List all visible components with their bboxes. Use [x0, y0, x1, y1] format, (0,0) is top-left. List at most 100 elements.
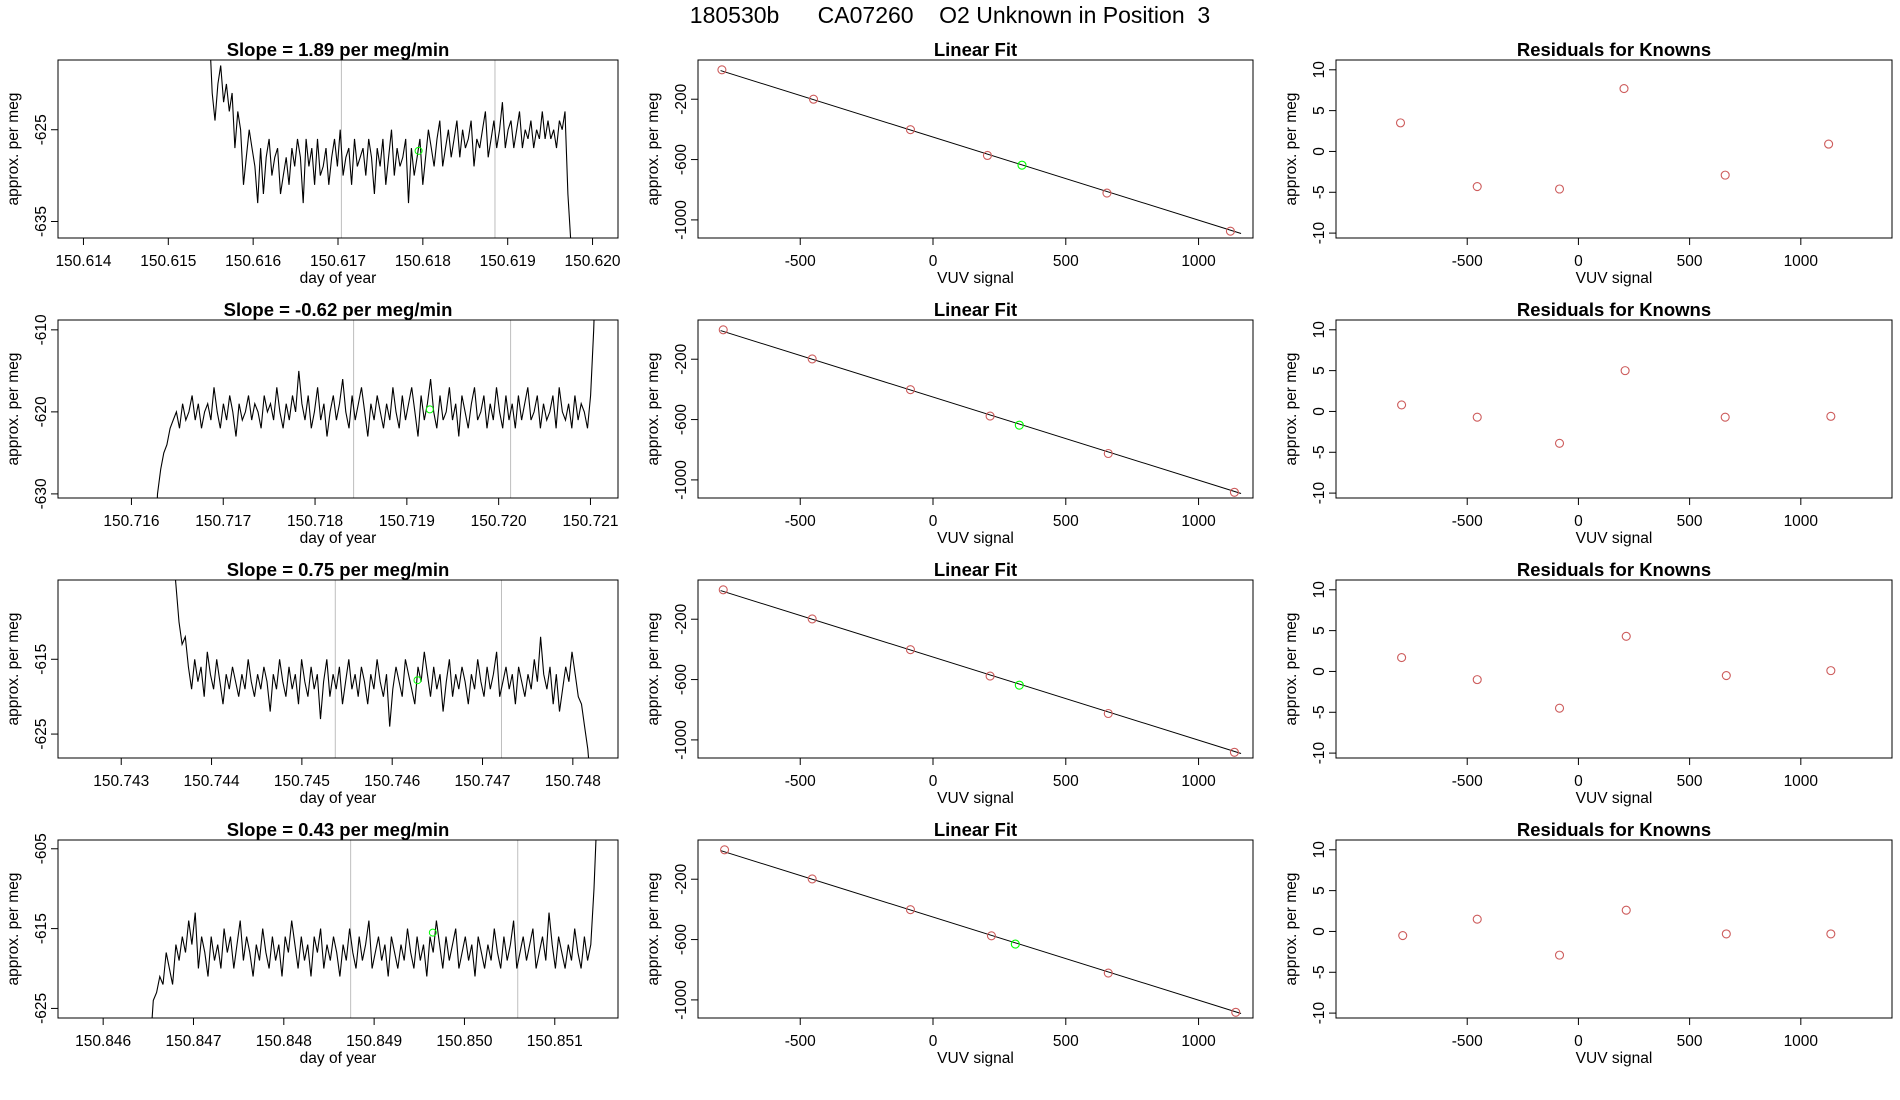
- unknown-point: [1014, 420, 1024, 430]
- y-axis-label: approx. per meg: [645, 93, 662, 206]
- x-axis-label: VUV signal: [937, 790, 1014, 807]
- plot-area: [210, 60, 572, 238]
- known-point: [985, 671, 995, 681]
- panel-1-3: Residuals for Knowns VUV signal approx. pe…: [1283, 39, 1893, 287]
- residual-point: [1621, 631, 1631, 641]
- x-tick-label: 150.618: [395, 253, 451, 270]
- y-axis-label: approx. per meg: [5, 613, 22, 726]
- x-tick-label: 1000: [1181, 1033, 1216, 1050]
- known-point: [718, 325, 728, 335]
- x-tick-label: 150.851: [527, 1033, 583, 1050]
- x-tick-label: 0: [1574, 1033, 1583, 1050]
- panel-4-3: Residuals for Knowns VUV signal approx. pe…: [1283, 819, 1893, 1067]
- known-point: [1229, 487, 1239, 497]
- y-axis-label: approx. per meg: [5, 353, 22, 466]
- x-axis-label: VUV signal: [1576, 1050, 1653, 1067]
- unknown-point: [1017, 160, 1027, 170]
- x-tick-label: 150.746: [364, 773, 420, 790]
- y-axis-label: approx. per meg: [1283, 873, 1300, 986]
- x-axis-label: VUV signal: [937, 530, 1014, 547]
- y-tick-label: 5: [1311, 626, 1328, 635]
- known-point: [1231, 1007, 1241, 1017]
- x-tick-label: 150.718: [287, 513, 343, 530]
- plot-area: [1397, 631, 1836, 713]
- x-tick-label: 0: [1574, 773, 1583, 790]
- y-tick-label: -200: [673, 603, 690, 634]
- plot-area: [174, 580, 590, 758]
- y-tick-label: -615: [33, 913, 50, 944]
- known-point: [807, 874, 817, 884]
- residual-point: [1619, 84, 1629, 94]
- plot-area: [1395, 84, 1834, 194]
- residual-point: [1826, 666, 1836, 676]
- y-tick-label: -5: [1311, 965, 1328, 979]
- plot-title: Linear Fit: [934, 39, 1017, 60]
- known-point: [905, 125, 915, 135]
- y-tick-label: -1000: [673, 980, 690, 1020]
- plot-area: [717, 65, 1242, 236]
- plot-frame: [57, 319, 619, 499]
- x-tick-label: 1000: [1181, 513, 1216, 530]
- x-tick-label: 1000: [1181, 773, 1216, 790]
- y-tick-label: -600: [673, 924, 690, 955]
- known-point: [807, 614, 817, 624]
- y-tick-label: -5: [1311, 445, 1328, 459]
- x-tick-label: 150.720: [471, 513, 527, 530]
- x-axis-label: day of year: [300, 790, 377, 807]
- known-point: [905, 645, 915, 655]
- y-tick-label: 5: [1311, 366, 1328, 375]
- y-tick-label: -1000: [673, 460, 690, 500]
- y-axis-label: approx. per meg: [1283, 93, 1300, 206]
- fit-line: [720, 850, 1242, 1014]
- page-title: 180530b CA07260 O2 Unknown in Position 3: [689, 2, 1211, 28]
- residual-point: [1397, 653, 1407, 663]
- plot-title: Slope = -0.62 per meg/min: [224, 299, 453, 320]
- residual-point: [1395, 118, 1406, 128]
- x-axis-label: VUV signal: [1576, 530, 1653, 547]
- residual-point: [1472, 182, 1482, 192]
- plot-title: Residuals for Knowns: [1517, 819, 1711, 840]
- residual-point: [1472, 675, 1482, 685]
- panel-1-1: Slope = 1.89 per meg/min day of year appro…: [5, 39, 621, 287]
- residual-point: [1620, 366, 1630, 376]
- y-tick-label: -625: [33, 719, 50, 750]
- mean-marker: [414, 146, 423, 155]
- y-tick-label: -605: [33, 833, 50, 864]
- residual-point: [1720, 170, 1730, 180]
- x-tick-label: 150.620: [565, 253, 621, 270]
- fit-line: [720, 590, 1242, 754]
- x-tick-label: 150.850: [436, 1033, 492, 1050]
- unknown-point: [1010, 939, 1020, 949]
- y-tick-label: -10: [1311, 222, 1328, 245]
- x-tick-label: -500: [1452, 253, 1483, 270]
- plot-area: [718, 585, 1242, 757]
- x-tick-label: 150.719: [379, 513, 435, 530]
- y-tick-label: 5: [1311, 886, 1328, 895]
- y-tick-label: -625: [33, 993, 50, 1024]
- x-tick-label: 150.847: [165, 1033, 221, 1050]
- x-tick-label: 1000: [1784, 1033, 1819, 1050]
- plot-area: [156, 320, 595, 498]
- known-point: [986, 931, 996, 941]
- x-tick-label: 150.617: [310, 253, 366, 270]
- y-axis-label: approx. per meg: [645, 873, 662, 986]
- plot-area: [1397, 366, 1836, 448]
- residual-point: [1472, 412, 1482, 422]
- known-point: [1103, 968, 1113, 978]
- residual-point: [1554, 184, 1565, 194]
- x-tick-label: 150.846: [75, 1033, 131, 1050]
- panel-2-2: Linear Fit VUV signal approx. per meg -500 0…: [645, 299, 1254, 547]
- x-tick-label: 1000: [1784, 513, 1819, 530]
- y-tick-label: -1000: [673, 200, 690, 240]
- x-tick-label: -500: [785, 773, 816, 790]
- y-axis-label: approx. per meg: [5, 93, 22, 206]
- residual-point: [1826, 411, 1836, 421]
- x-tick-label: 150.616: [225, 253, 281, 270]
- panel-4-2: Linear Fit VUV signal approx. per meg -500 0…: [645, 819, 1254, 1067]
- x-tick-label: -500: [1452, 513, 1483, 530]
- panel-3-2: Linear Fit VUV signal approx. per meg -500 0…: [645, 559, 1254, 807]
- plot-frame: [697, 319, 1254, 499]
- x-tick-label: 1000: [1784, 253, 1819, 270]
- signal-trace: [151, 840, 597, 1018]
